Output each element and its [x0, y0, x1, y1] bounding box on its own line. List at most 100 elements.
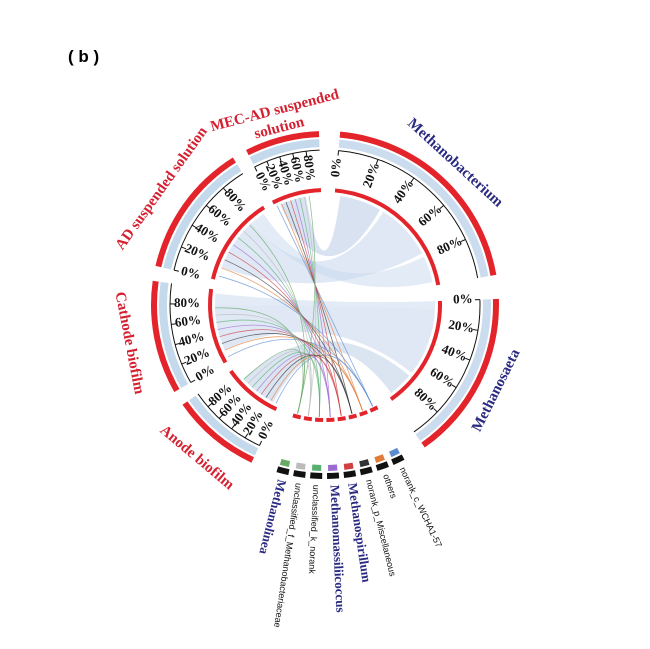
tick-label: 0% — [254, 417, 276, 441]
minor-block — [359, 459, 370, 468]
tick-label: 0% — [180, 263, 202, 282]
tick-mark — [292, 153, 295, 159]
tick-label: 20% — [183, 240, 213, 264]
minor-block — [295, 462, 306, 470]
tick-label: 40% — [275, 158, 297, 187]
sample-arc-inner — [229, 369, 278, 412]
tick-mark — [190, 379, 196, 383]
sample-arc-inner — [271, 188, 322, 205]
taxon-arc-track — [338, 139, 489, 278]
minor-taxon-label: Methanomassiliicoccus — [327, 484, 348, 612]
ribbon — [215, 305, 435, 373]
tick-label: 80% — [434, 233, 464, 258]
ribbon-line — [256, 353, 331, 417]
minor-block — [343, 462, 354, 470]
ribbon-line — [260, 354, 342, 416]
sample-arc-scale — [169, 283, 192, 383]
ribbon-line — [247, 350, 312, 416]
ribbon-line — [217, 324, 331, 417]
sample-arc-outer — [246, 131, 320, 156]
taxon-arc-outer — [339, 131, 497, 276]
tick-label: 60% — [428, 364, 458, 391]
tick-label: 80% — [411, 385, 440, 414]
sample-arc-outer — [150, 280, 180, 392]
taxon-arc-scale — [413, 299, 481, 433]
sample-arc-scale — [173, 173, 244, 271]
tick-mark — [175, 342, 181, 346]
tick-label: 80% — [301, 154, 319, 182]
sample-arc-outer — [155, 157, 236, 268]
ribbon-line — [281, 203, 363, 411]
minor-outer — [375, 461, 389, 471]
tick-mark — [279, 156, 282, 162]
sample-arc-track — [249, 139, 320, 165]
tick-label: 20% — [447, 317, 475, 336]
sample-label: Cathode biofilm — [111, 291, 147, 396]
panel-label: ( b ) — [68, 47, 99, 66]
tick-mark — [451, 384, 457, 389]
minor-outer — [327, 472, 340, 479]
minor-block — [389, 447, 400, 458]
ribbon — [280, 196, 380, 257]
tick-mark — [231, 424, 236, 430]
tick-mark — [244, 433, 249, 439]
ribbon-line — [270, 354, 363, 411]
minor-block — [328, 464, 338, 471]
sample-arc-scale — [197, 393, 260, 446]
tick-mark — [460, 239, 466, 243]
tick-mark — [218, 414, 224, 419]
minor-outer — [391, 454, 405, 465]
minor-taxon-label: norank_c_WCHA1-57 — [398, 465, 444, 548]
ribbon-line — [276, 205, 374, 407]
sample-arc-track — [158, 281, 189, 388]
minor-arc — [337, 416, 346, 422]
tick-mark — [171, 323, 177, 325]
ribbon-line — [221, 333, 353, 414]
minor-arc — [359, 410, 368, 417]
taxon-arc-track — [415, 299, 491, 441]
ribbon-line — [304, 196, 317, 416]
minor-arc — [303, 416, 313, 422]
tick-label: 0% — [193, 361, 217, 384]
tick-label: 20% — [359, 160, 382, 190]
tick-mark — [207, 403, 213, 408]
tick-mark — [465, 357, 471, 361]
ribbon-line — [265, 354, 353, 414]
ribbon-line — [243, 348, 305, 414]
tick-mark — [173, 269, 179, 272]
ribbon-line — [215, 313, 311, 416]
taxon-arc-scale — [338, 150, 479, 279]
tick-label: 60% — [174, 312, 202, 330]
ribbon-line — [216, 319, 320, 417]
tick-mark — [181, 246, 187, 250]
minor-taxon-label: unclassified_k_norank — [307, 485, 322, 575]
taxon-arc-inner — [389, 300, 443, 401]
tick-mark — [191, 224, 197, 229]
tick-label: 60% — [288, 155, 308, 184]
tick-mark — [439, 204, 445, 209]
minor-outer — [343, 470, 357, 478]
ribbon-line — [290, 200, 342, 416]
tick-label: 40% — [440, 341, 470, 364]
minor-outer — [310, 472, 323, 479]
ribbon-line — [297, 196, 316, 414]
tick-label: 0% — [327, 157, 344, 178]
ribbon-line — [251, 352, 321, 417]
minor-block — [279, 458, 291, 468]
minor-outer — [276, 466, 290, 476]
sample-arc-track — [163, 164, 242, 270]
tick-mark — [254, 166, 258, 172]
ribbon-line — [294, 199, 331, 417]
sample-arc-scale — [254, 149, 320, 168]
sample-arc-outer — [182, 401, 255, 463]
taxon-arc-inner — [334, 188, 441, 286]
tick-mark — [433, 408, 438, 413]
ribbon-line — [215, 307, 304, 414]
minor-arc — [348, 413, 358, 420]
ribbon-line — [299, 197, 321, 417]
tick-mark — [259, 440, 263, 446]
minor-arc — [314, 417, 324, 422]
tick-label: 60% — [415, 201, 445, 229]
tick-label: 40% — [192, 220, 222, 246]
